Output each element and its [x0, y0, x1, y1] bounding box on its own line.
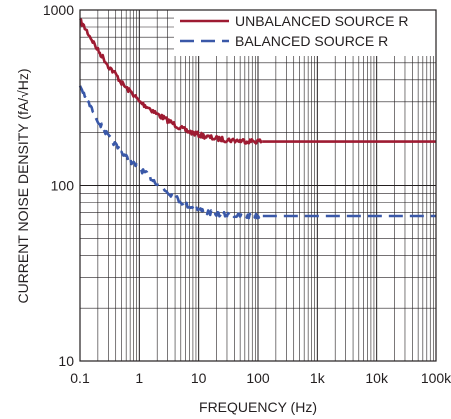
legend: UNBALANCED SOURCE R BALANCED SOURCE R	[180, 13, 408, 49]
y-axis-label: CURRENT NOISE DENSITY (fA/√Hz)	[15, 68, 31, 303]
series-line-2	[78, 85, 436, 220]
x-tick-label: 1k	[310, 370, 326, 386]
legend-label-1: BALANCED SOURCE R	[235, 33, 388, 49]
x-tick-label: 10k	[365, 370, 389, 386]
x-tick-label: 100k	[421, 370, 451, 386]
series-group	[78, 18, 436, 220]
plot-frame	[79, 9, 437, 362]
x-tick-label: 0.1	[70, 370, 90, 386]
series-line-0	[79, 18, 264, 145]
x-tick-label: 1	[135, 370, 143, 386]
legend-label-0: UNBALANCED SOURCE R	[235, 13, 408, 29]
x-axis-label: FREQUENCY (Hz)	[199, 399, 317, 415]
y-tick-label: 1000	[43, 2, 74, 18]
grid-lines	[80, 10, 436, 361]
x-tick-label: 100	[246, 370, 270, 386]
y-tick-label: 100	[51, 178, 75, 194]
tick-labels: 0.1 1 10 100 1k 10k 100k 10 100 1000	[43, 2, 451, 386]
y-tick-label: 10	[58, 353, 74, 369]
x-tick-label: 10	[191, 370, 207, 386]
legend-background	[174, 10, 436, 56]
